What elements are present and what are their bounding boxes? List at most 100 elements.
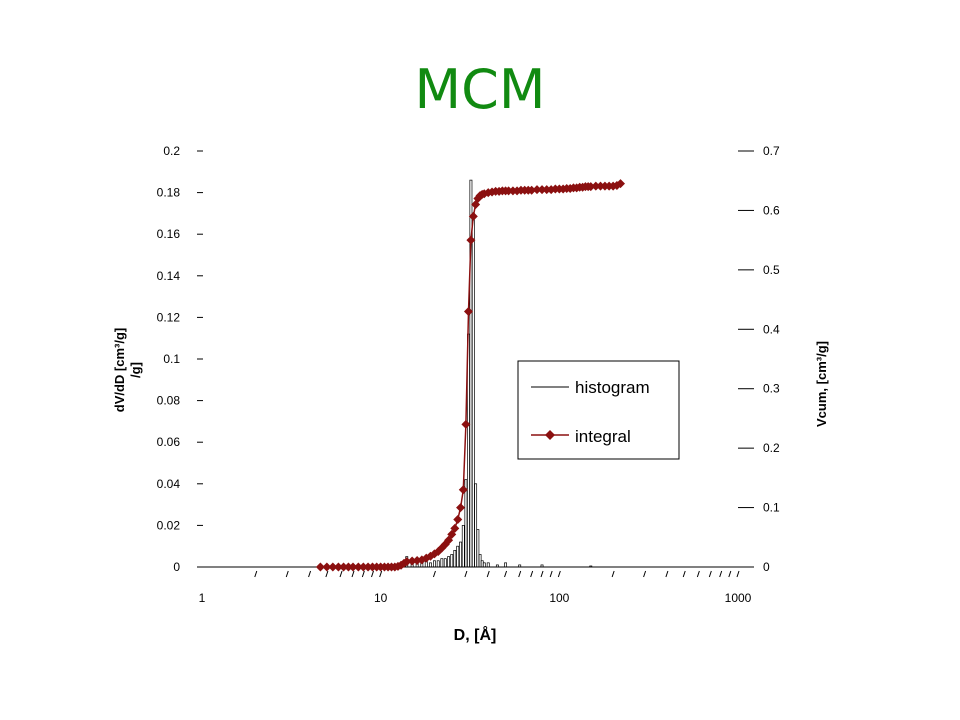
- histogram-bar: [540, 564, 544, 568]
- histogram-bar: [461, 525, 465, 568]
- y-right-tick-label: 0.3: [763, 382, 780, 396]
- integral-marker: [537, 185, 547, 195]
- histogram-bar: [436, 560, 440, 568]
- integral-marker: [456, 503, 466, 513]
- y-left-tick-label: 0.12: [157, 310, 181, 324]
- y-right-axis-title: Vcum, [cm³/g]: [814, 341, 829, 427]
- x-minor-tick: [308, 570, 312, 578]
- integral-marker: [466, 235, 476, 245]
- integral-markers: [315, 179, 626, 572]
- y-right-tick-label: 0.2: [763, 441, 780, 455]
- histogram-bar: [450, 554, 454, 568]
- x-minor-tick: [361, 570, 365, 578]
- y-right-axis-title-group: Vcum, [cm³/g]: [814, 341, 829, 427]
- integral-marker: [339, 562, 349, 572]
- integral-marker: [328, 562, 338, 572]
- y-left-tick-label: 0.06: [157, 435, 181, 449]
- y-right-tick-label: 0.6: [763, 203, 780, 217]
- x-minor-tick: [728, 570, 732, 578]
- histogram-bar: [453, 550, 457, 568]
- y-left-tick-label: 0.14: [157, 269, 181, 283]
- histogram-bar: [486, 562, 490, 568]
- y-left-tick-label: 0.18: [157, 186, 181, 200]
- integral-marker: [402, 557, 412, 567]
- ticks-layer: 0 0.02 0.04 0.06 0.08 0.1 0.12 0.14 0.16 0.18 0.2 0…: [157, 144, 780, 605]
- y-left-tick-label: 0.2: [163, 144, 180, 158]
- x-minor-tick: [557, 570, 561, 578]
- x-axis-title: D, [Å]: [454, 625, 497, 644]
- histogram-bar: [443, 558, 447, 568]
- integral-marker: [463, 306, 473, 316]
- integral-marker: [348, 562, 358, 572]
- x-minor-tick: [351, 570, 355, 578]
- x-minor-tick: [371, 570, 374, 578]
- histogram-bar: [440, 558, 444, 568]
- integral-marker: [450, 523, 460, 533]
- x-tick-label: 1: [199, 591, 206, 605]
- histogram-bar: [504, 562, 507, 568]
- integral-marker: [444, 535, 454, 545]
- x-minor-tick: [682, 570, 686, 578]
- histogram-bar: [447, 556, 451, 568]
- histogram-bar: [459, 541, 462, 568]
- integral-marker: [461, 419, 471, 429]
- histogram-bar: [429, 562, 432, 568]
- y-left-axis-title-line2: /g]: [128, 362, 143, 378]
- y-left-tick-label: 0.04: [157, 477, 181, 491]
- x-minor-tick: [530, 570, 534, 578]
- integral-marker: [322, 562, 332, 572]
- x-minor-tick: [540, 570, 544, 578]
- y-left-axis-title-line1: dV/dD [cm³/g]: [112, 328, 127, 413]
- x-minor-tick: [464, 570, 468, 578]
- integral-marker: [315, 562, 325, 572]
- x-minor-tick: [325, 570, 329, 578]
- x-minor-tick: [719, 570, 723, 578]
- x-minor-tick: [432, 570, 436, 578]
- integral-marker: [527, 185, 537, 195]
- histogram-bar: [471, 213, 475, 568]
- x-minor-tick: [518, 570, 522, 578]
- y-left-tick-label: 0.02: [157, 518, 181, 532]
- integral-marker: [468, 211, 478, 221]
- integral-marker: [453, 514, 463, 524]
- x-minor-tick: [643, 570, 647, 578]
- integral-marker: [353, 562, 363, 572]
- x-minor-tick: [339, 570, 343, 578]
- chart-title: MCM: [414, 58, 546, 121]
- y-left-tick-label: 0.16: [157, 227, 181, 241]
- x-minor-tick: [254, 570, 258, 578]
- histogram-bar: [433, 560, 436, 568]
- histogram-bar: [464, 479, 468, 568]
- histogram-bar: [456, 545, 460, 568]
- legend-integral-marker: [545, 430, 555, 440]
- x-minor-tick: [486, 570, 490, 578]
- integral-marker: [333, 562, 343, 572]
- x-tick-label: 1000: [725, 591, 752, 605]
- histogram-bar: [495, 564, 499, 568]
- x-minor-tick: [285, 570, 289, 578]
- y-right-tick-label: 0: [763, 560, 770, 574]
- integral-marker: [358, 562, 368, 572]
- legend-box: [517, 360, 680, 460]
- integral-marker: [343, 562, 353, 572]
- x-tick-label: 100: [549, 591, 569, 605]
- y-left-tick-label: 0.08: [157, 394, 181, 408]
- y-left-tick-label: 0: [173, 560, 180, 574]
- x-minor-tick: [665, 570, 669, 578]
- integral-marker: [458, 485, 468, 495]
- x-minor-tick: [611, 570, 615, 578]
- histogram-bar: [589, 565, 593, 568]
- y-left-tick-label: 0.1: [163, 352, 180, 366]
- histogram-bars: [405, 179, 593, 568]
- y-left-axis-title-group: dV/dD [cm³/g] /g]: [112, 328, 143, 413]
- x-tick-label: 10: [374, 591, 388, 605]
- histogram-bar: [476, 529, 480, 568]
- histogram-bar: [518, 564, 522, 568]
- x-minor-tick: [708, 570, 712, 578]
- integral-marker: [616, 179, 626, 189]
- histogram-bar: [482, 562, 486, 568]
- legend-histogram-label: histogram: [575, 378, 650, 397]
- x-minor-tick: [379, 570, 383, 578]
